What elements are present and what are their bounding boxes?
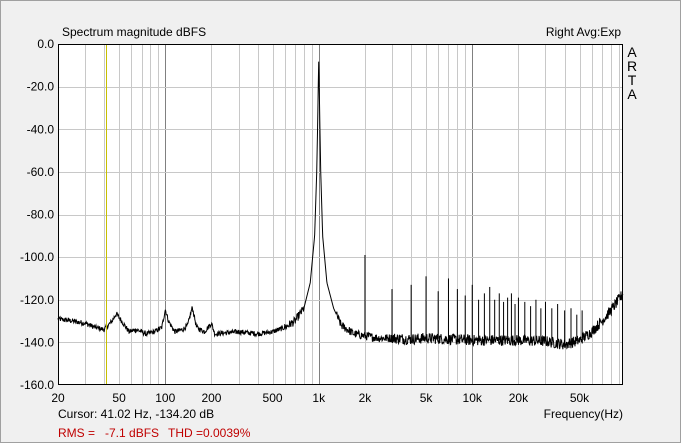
x-tick-label: 2k (359, 391, 373, 405)
x-axis-label: Frequency(Hz) (544, 407, 623, 421)
y-tick-label: -40.0 (27, 122, 55, 136)
spectrum-line (57, 61, 624, 350)
y-tick-label: -140.0 (20, 335, 54, 349)
y-tick-label: -120.0 (20, 293, 54, 307)
brand-letter-a2: A (627, 86, 637, 102)
x-tick-label: 200 (201, 391, 221, 405)
chart-title: Spectrum magnitude dBFS (62, 25, 206, 39)
x-tick-label: 10k (463, 391, 483, 405)
x-tick-label: 500 (263, 391, 283, 405)
y-tick-label: -160.0 (20, 378, 54, 392)
x-tick-label: 50k (570, 391, 590, 405)
x-tick-label: 5k (420, 391, 434, 405)
y-tick-labels: 0.0 -20.0 -40.0 -60.0 -80.0 -100.0 -120.0 -140.… (20, 37, 54, 392)
x-tick-labels: 20 50 100 200 500 1k 2k 5k 10k 20k 50k (51, 391, 590, 405)
series-layer (57, 61, 624, 350)
plot-area[interactable] (58, 44, 623, 385)
brand-letter-a: A (627, 44, 637, 60)
y-tick-label: 0.0 (37, 37, 54, 51)
rms-readout: RMS = -7.1 dBFS (58, 426, 159, 440)
y-tick-label: -80.0 (27, 208, 55, 222)
x-tick-label: 20k (509, 391, 529, 405)
x-tick-label: 50 (112, 391, 126, 405)
x-tick-label: 100 (155, 391, 175, 405)
x-tick-label: 20 (51, 391, 65, 405)
y-tick-label: -100.0 (20, 250, 54, 264)
brand-letter-t: T (628, 72, 637, 88)
grid (58, 44, 623, 385)
x-tick-label: 1k (312, 391, 326, 405)
y-tick-label: -20.0 (27, 80, 55, 94)
cursor-readout: Cursor: 41.02 Hz, -134.20 dB (58, 407, 214, 421)
y-tick-label: -60.0 (27, 165, 55, 179)
channel-info: Right Avg:Exp (546, 25, 621, 39)
plot-border (58, 44, 623, 385)
brand-letter-r: R (627, 58, 637, 74)
thd-readout: THD =0.0039% (168, 426, 251, 440)
